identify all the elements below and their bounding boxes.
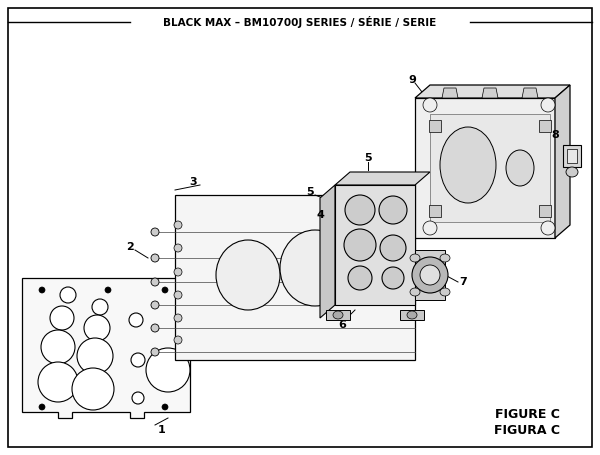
Text: 7: 7 [459,277,467,287]
Ellipse shape [162,287,168,293]
Text: FIGURE C: FIGURE C [495,409,560,421]
Ellipse shape [440,127,496,203]
FancyBboxPatch shape [8,8,592,447]
Text: 9: 9 [408,75,416,85]
Ellipse shape [174,291,182,299]
Ellipse shape [162,404,168,410]
Ellipse shape [380,235,406,261]
Ellipse shape [39,404,45,410]
Polygon shape [430,114,550,222]
Polygon shape [415,250,445,300]
Bar [429,120,441,132]
Bar [539,120,551,132]
Ellipse shape [84,315,110,341]
Ellipse shape [566,167,578,177]
Text: 6: 6 [338,320,346,330]
Ellipse shape [60,287,76,303]
Polygon shape [442,88,458,98]
Ellipse shape [378,216,402,244]
Ellipse shape [151,278,159,286]
Ellipse shape [92,299,108,315]
Ellipse shape [151,228,159,236]
Ellipse shape [410,254,420,262]
Ellipse shape [344,229,376,261]
Text: 5: 5 [364,153,372,163]
Text: FIGURA C: FIGURA C [494,424,560,436]
Ellipse shape [39,287,45,293]
Ellipse shape [348,266,372,290]
Text: BLACK MAX – BM10700J SERIES / SÉRIE / SERIE: BLACK MAX – BM10700J SERIES / SÉRIE / SE… [163,16,437,28]
Bar [429,205,441,217]
Polygon shape [22,278,190,418]
Ellipse shape [151,301,159,309]
Polygon shape [482,88,498,98]
Polygon shape [326,310,350,320]
Polygon shape [415,85,570,98]
Bar [563,145,581,167]
Ellipse shape [379,196,407,224]
Ellipse shape [345,195,375,225]
Polygon shape [415,98,555,238]
Text: 4: 4 [316,210,324,220]
Ellipse shape [174,244,182,252]
Bar [567,149,577,163]
Polygon shape [522,88,538,98]
Text: 8: 8 [551,130,559,140]
Ellipse shape [541,221,555,235]
Ellipse shape [131,353,145,367]
Polygon shape [320,185,335,318]
Ellipse shape [407,311,417,319]
Ellipse shape [77,338,113,374]
Ellipse shape [174,314,182,322]
Ellipse shape [146,348,190,392]
Text: 2: 2 [126,242,134,252]
Ellipse shape [129,313,143,327]
Ellipse shape [440,254,450,262]
Polygon shape [335,172,430,185]
Ellipse shape [355,229,415,295]
Ellipse shape [174,221,182,229]
Ellipse shape [382,267,404,289]
Ellipse shape [423,221,437,235]
Ellipse shape [151,348,159,356]
Polygon shape [555,85,570,238]
Ellipse shape [440,288,450,296]
Ellipse shape [151,254,159,262]
Ellipse shape [105,287,111,293]
Ellipse shape [132,392,144,404]
Polygon shape [400,310,424,320]
Ellipse shape [333,311,343,319]
Text: 1: 1 [158,425,166,435]
Ellipse shape [174,268,182,276]
Ellipse shape [151,324,159,332]
Ellipse shape [410,288,420,296]
Ellipse shape [412,257,448,293]
Polygon shape [335,185,415,305]
Ellipse shape [423,98,437,112]
Ellipse shape [420,265,440,285]
Polygon shape [175,195,415,360]
Ellipse shape [280,230,350,306]
Text: 3: 3 [189,177,197,187]
Ellipse shape [72,368,114,410]
Ellipse shape [41,330,75,364]
Ellipse shape [216,240,280,310]
Ellipse shape [38,362,78,402]
Ellipse shape [506,150,534,186]
Bar [539,205,551,217]
Text: 5: 5 [306,187,314,197]
Ellipse shape [50,306,74,330]
Ellipse shape [541,98,555,112]
Ellipse shape [174,336,182,344]
